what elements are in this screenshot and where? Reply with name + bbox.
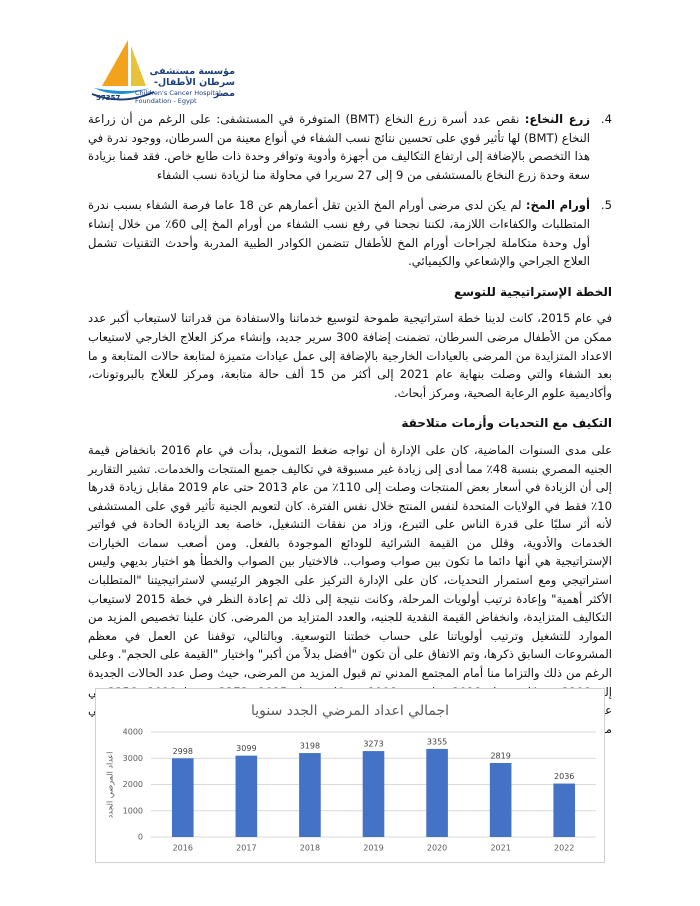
item-heading: أورام المخ: [525, 198, 590, 213]
bar [235, 755, 258, 837]
value-label: 3355 [427, 737, 447, 746]
item-body: لم يكن لدى مرضى أورام المخ الذين تقل أعم… [88, 198, 591, 269]
paragraph: في عام 2015، كانت لدينا خطة استراتيجية ط… [88, 311, 613, 400]
item-heading: زرع النخاع: [524, 112, 590, 126]
bar [553, 783, 576, 837]
chart-title: اجمالي اعداد المرضي الجدد سنويا [251, 703, 449, 719]
value-label: 3273 [363, 740, 383, 749]
list-item: 5. أورام المخ: لم يكن لدى مرضى أورام الم… [88, 196, 612, 270]
bar [489, 763, 512, 837]
bar [426, 748, 448, 837]
y-tick-label: 3000 [123, 754, 143, 763]
logo-arabic: مؤسسة مستشفى سرطان الأطفال-مصر [149, 66, 235, 99]
section-heading: الخطة الإستراتيجية للتوسع [454, 284, 612, 299]
y-tick-label: 4000 [123, 728, 143, 737]
y-tick-label: 1000 [123, 806, 143, 815]
content: 4. زرع النخاع: نقص عدد أسرة زرع النخاع (… [88, 110, 612, 750]
section-heading: التكيف مع التحديات وأزمات متلاحقة [401, 416, 612, 431]
x-tick-label: 2020 [427, 844, 447, 853]
logo-english: Children's Cancer Hospital Foundation - … [135, 89, 221, 105]
value-label: 3198 [300, 742, 320, 751]
item-text: زرع النخاع: نقص عدد أسرة زرع النخاع (BMT… [88, 110, 590, 184]
value-label: 2819 [490, 752, 510, 761]
logo-number: 57357 [96, 94, 121, 102]
bar [171, 758, 194, 837]
value-label: 2036 [554, 772, 574, 781]
y-axis-label: اعداد المرضي الجدد [106, 752, 115, 819]
logo-mark [91, 40, 155, 101]
y-tick-label: 2000 [123, 780, 143, 789]
value-label: 2998 [173, 747, 193, 756]
value-label: 3099 [236, 744, 256, 753]
item-number: 5. [600, 198, 612, 213]
x-tick-label: 2017 [236, 844, 256, 853]
y-tick-label: 0 [138, 833, 143, 842]
item-body: نقص عدد أسرة زرع النخاع (BMT) المتوفرة ف… [88, 112, 590, 182]
x-tick-label: 2019 [363, 844, 383, 853]
list-item: 4. زرع النخاع: نقص عدد أسرة زرع النخاع (… [88, 110, 612, 184]
item-text: أورام المخ: لم يكن لدى مرضى أورام المخ ا… [88, 196, 590, 270]
x-tick-label: 2022 [554, 844, 574, 853]
chart: اجمالي اعداد المرضي الجدد سنويا اعداد ال… [106, 703, 596, 853]
x-tick-label: 2016 [173, 844, 193, 853]
x-tick-label: 2021 [490, 844, 510, 853]
bar [299, 753, 321, 837]
item-number: 4. [600, 112, 612, 126]
bar [362, 751, 385, 837]
chart-frame: اجمالي اعداد المرضي الجدد سنويا اعداد ال… [95, 688, 605, 863]
x-tick-label: 2018 [300, 844, 320, 853]
